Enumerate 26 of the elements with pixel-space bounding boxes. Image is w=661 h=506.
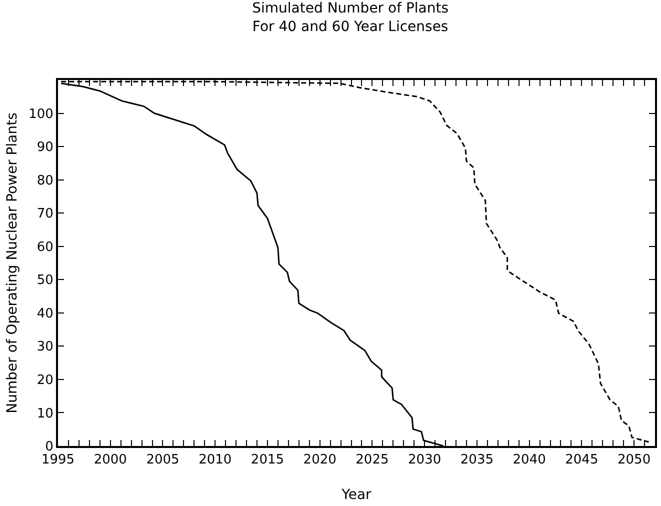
x-tick-label: 2040 [512, 452, 546, 468]
x-tick-label: 2000 [94, 452, 127, 468]
x-tick-label: 2025 [356, 452, 389, 468]
y-tick-label: 10 [36, 406, 54, 422]
y-tick-label: 0 [45, 440, 54, 455]
y-tick-label: 60 [36, 240, 54, 255]
x-tick-label: 2005 [146, 452, 180, 468]
y-tick-label: 70 [36, 206, 54, 222]
x-tick-label: 2010 [198, 452, 232, 468]
x-tick-label: 2045 [565, 452, 598, 468]
x-tick-label: 2020 [303, 452, 336, 468]
chart-title: Simulated Number of Plants For 40 and 60 Year Licenses [252, 0, 449, 35]
y-tick-label: 100 [28, 106, 54, 122]
y-tick-label: 80 [36, 173, 54, 188]
x-tick-label: 2050 [618, 452, 651, 468]
y-axis-title: Number of Operating Nuclear Power Plants [4, 112, 21, 414]
y-tick-label: 20 [36, 373, 54, 388]
x-tick-label: 2035 [460, 452, 494, 468]
x-tick-label: 2030 [408, 452, 442, 468]
x-axis-title: Year [340, 487, 372, 503]
y-tick-label: 40 [36, 306, 54, 322]
y-tick-label: 50 [36, 273, 54, 288]
y-tick-label: 90 [36, 140, 54, 156]
x-tick-label: 1995 [41, 452, 75, 468]
y-tick-label: 30 [36, 340, 54, 355]
x-tick-label: 2015 [250, 452, 284, 468]
